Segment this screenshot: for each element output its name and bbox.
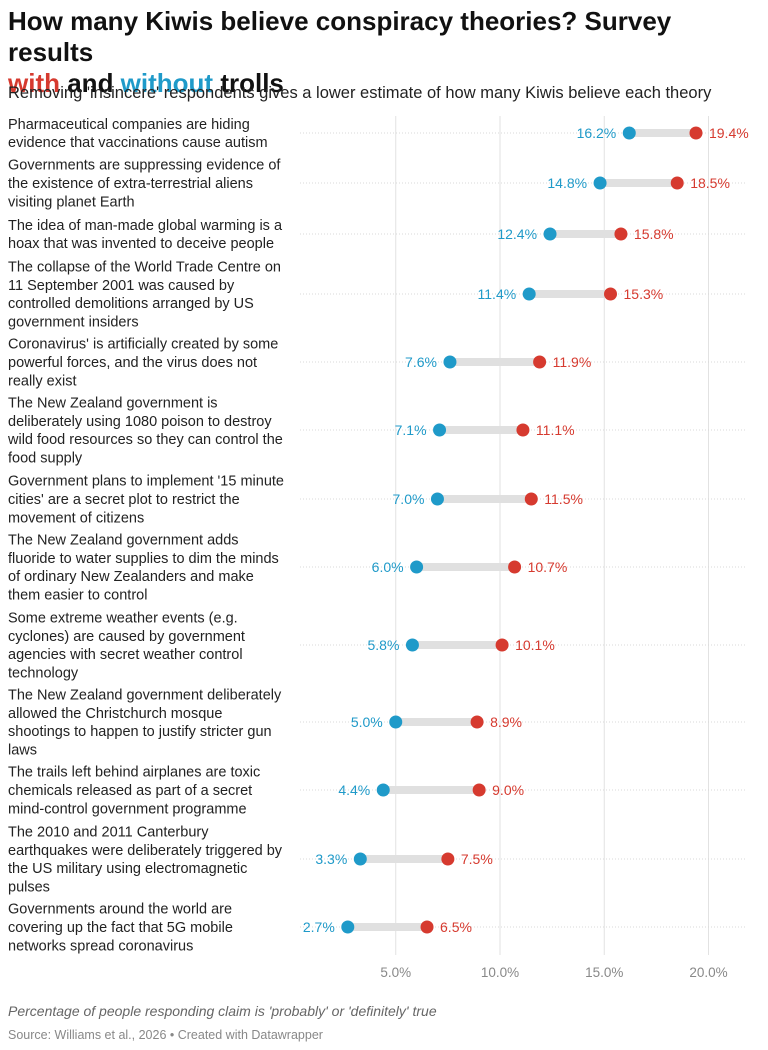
row-label: Government plans to implement '15 minute…	[8, 474, 284, 527]
range-bar	[347, 923, 428, 931]
with-trolls-value-label: 9.0%	[492, 782, 524, 798]
range-bar	[383, 786, 480, 794]
chart-source: Source: Williams et al., 2026 • Created …	[8, 1028, 323, 1042]
with-trolls-value-label: 15.3%	[624, 286, 664, 302]
with-trolls-value-label: 6.5%	[440, 919, 472, 935]
without-trolls-dot	[341, 920, 355, 934]
with-trolls-dot	[470, 715, 484, 729]
range-bar	[449, 358, 540, 366]
range-bar	[416, 563, 515, 571]
row-label: The collapse of the World Trade Centre o…	[8, 260, 281, 331]
range-bar	[360, 855, 448, 863]
with-trolls-value-label: 18.5%	[690, 175, 730, 191]
x-tick-label: 15.0%	[585, 965, 623, 980]
row-label: The trails left behind airplanes are tox…	[8, 765, 260, 818]
without-trolls-dot	[353, 852, 367, 866]
with-trolls-value-label: 15.8%	[634, 226, 674, 242]
without-trolls-value-label: 7.1%	[395, 422, 427, 438]
with-trolls-dot	[495, 638, 509, 652]
with-trolls-value-label: 11.9%	[553, 354, 592, 370]
range-bar	[529, 290, 611, 298]
range-bar	[412, 641, 503, 649]
with-trolls-dot	[524, 492, 538, 506]
without-trolls-value-label: 16.2%	[577, 125, 617, 141]
without-trolls-value-label: 5.8%	[368, 637, 400, 653]
row-label: Governments are suppressing evidence of t…	[8, 158, 281, 211]
row-label: The New Zealand government is deliberatel…	[7, 396, 283, 467]
without-trolls-value-label: 4.4%	[338, 782, 370, 798]
row-label: The New Zealand government adds fluoride …	[8, 533, 279, 604]
without-trolls-dot	[593, 176, 607, 190]
with-trolls-value-label: 11.1%	[536, 422, 575, 438]
with-trolls-value-label: 19.4%	[709, 125, 749, 141]
without-trolls-value-label: 7.0%	[393, 491, 425, 507]
row-label: The idea of man-made global warming is a…	[8, 218, 283, 252]
with-trolls-dot	[420, 920, 434, 934]
without-trolls-dot	[376, 783, 390, 797]
without-trolls-value-label: 5.0%	[351, 714, 383, 730]
without-trolls-value-label: 12.4%	[497, 226, 537, 242]
without-trolls-dot	[433, 423, 447, 437]
without-trolls-value-label: 14.8%	[547, 175, 587, 191]
with-trolls-value-label: 8.9%	[490, 714, 522, 730]
with-trolls-dot	[472, 783, 486, 797]
range-bar	[439, 426, 523, 434]
title-with-word: with	[8, 68, 60, 98]
range-bar	[629, 129, 696, 137]
with-trolls-dot	[533, 355, 547, 369]
title-without-word: without	[120, 68, 214, 98]
without-trolls-value-label: 6.0%	[372, 559, 404, 575]
range-plot: 5.0% 10.0% 15.0% 20.0% Pharmaceutical compan…	[7, 116, 749, 980]
without-trolls-dot	[389, 715, 403, 729]
chart-notes: Percentage of people responding claim is…	[8, 1003, 437, 1019]
without-trolls-value-label: 11.4%	[478, 286, 517, 302]
x-tick-label: 5.0%	[380, 965, 411, 980]
chart-subtitle: Removing 'insincere' respondents gives a…	[8, 84, 712, 102]
without-trolls-dot	[622, 126, 636, 140]
title-line-1: How many Kiwis believe conspiracy theori…	[8, 6, 672, 67]
title-and-word: and	[60, 68, 121, 98]
without-trolls-dot	[410, 560, 424, 574]
without-trolls-dot	[405, 638, 419, 652]
x-tick-label: 10.0%	[481, 965, 519, 980]
with-trolls-value-label: 11.5%	[544, 491, 583, 507]
with-trolls-dot	[441, 852, 455, 866]
title-trolls-word: trolls	[213, 68, 284, 98]
without-trolls-value-label: 3.3%	[315, 851, 347, 867]
range-bar	[600, 179, 678, 187]
without-trolls-value-label: 2.7%	[303, 919, 335, 935]
with-trolls-dot	[604, 287, 618, 301]
without-trolls-dot	[522, 287, 536, 301]
without-trolls-dot	[430, 492, 444, 506]
with-trolls-value-label: 10.7%	[528, 559, 568, 575]
range-bar	[437, 495, 532, 503]
without-trolls-dot	[543, 227, 557, 241]
range-bar	[395, 718, 478, 726]
with-trolls-dot	[670, 176, 684, 190]
row-label: Some extreme weather events (e.g. cyclone…	[8, 611, 245, 682]
row-label: Governments around the world are covering…	[8, 902, 233, 955]
with-trolls-value-label: 10.1%	[515, 637, 555, 653]
range-bar	[550, 230, 621, 238]
chart-title: How many Kiwis believe conspiracy theori…	[8, 6, 763, 99]
with-trolls-value-label: 7.5%	[461, 851, 493, 867]
row-label: The 2010 and 2011 Canterbury earthquakes …	[8, 825, 283, 896]
with-trolls-dot	[614, 227, 628, 241]
without-trolls-dot	[443, 355, 457, 369]
with-trolls-dot	[508, 560, 522, 574]
row-label: Coronavirus' is artificially created by …	[8, 337, 278, 390]
with-trolls-dot	[516, 423, 530, 437]
row-label: The New Zealand government deliberately a…	[8, 688, 282, 759]
with-trolls-dot	[689, 126, 703, 140]
row-label: Pharmaceutical companies are hiding evide…	[8, 117, 268, 151]
x-tick-label: 20.0%	[689, 965, 727, 980]
without-trolls-value-label: 7.6%	[405, 354, 437, 370]
